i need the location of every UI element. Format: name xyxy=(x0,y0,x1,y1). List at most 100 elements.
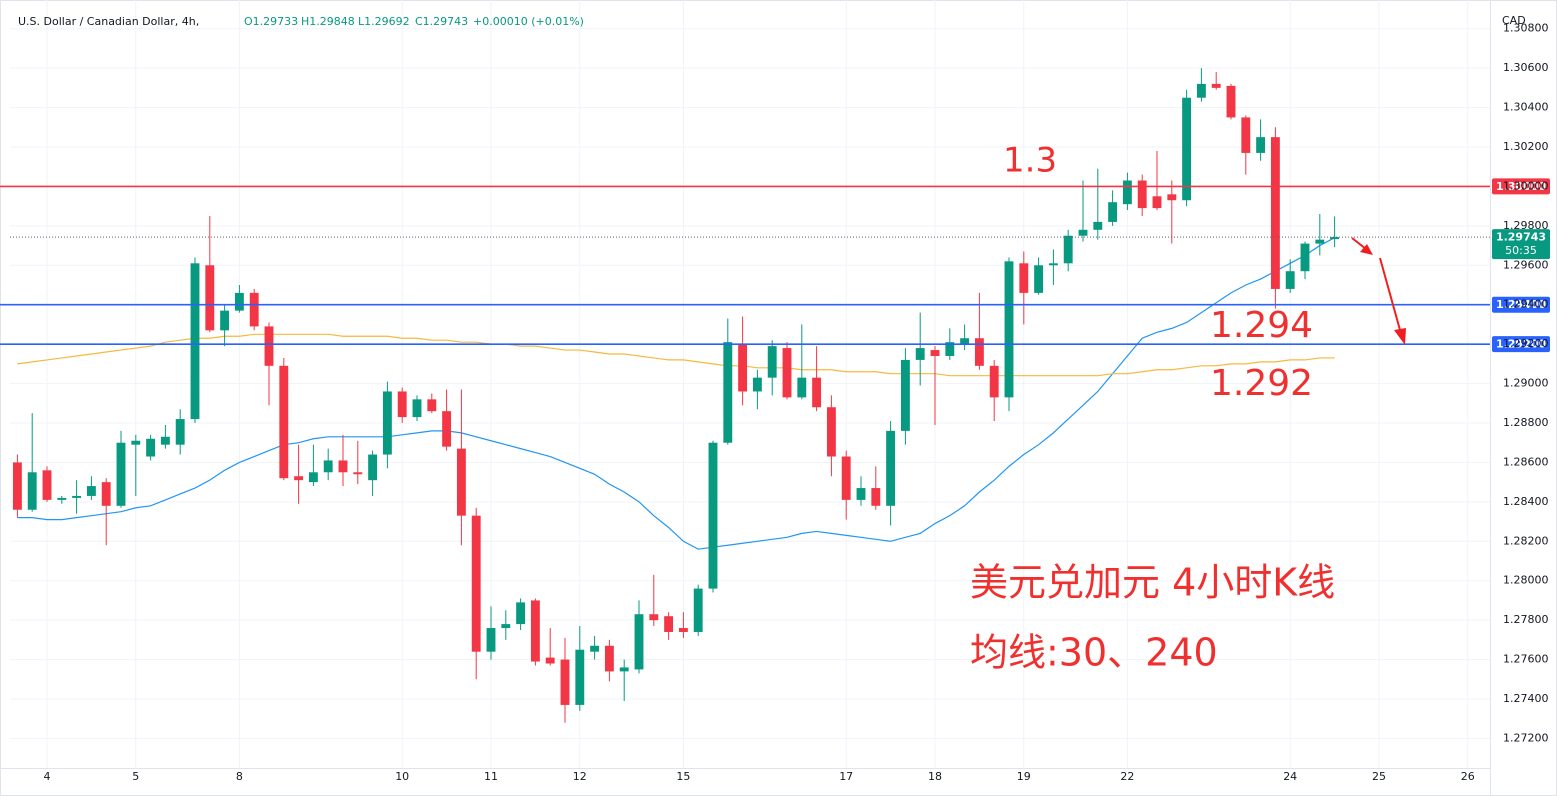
candle-body xyxy=(826,407,836,457)
level-tag-label: 1.29400 xyxy=(1496,298,1546,311)
candle-body xyxy=(634,614,644,670)
y-tick-label: 1.29600 xyxy=(1503,258,1549,271)
candle-body xyxy=(146,438,156,457)
candle-body xyxy=(249,292,259,327)
candle-body xyxy=(545,657,555,664)
candle-body xyxy=(501,624,511,629)
candle-body xyxy=(782,348,792,398)
candle-body xyxy=(1137,180,1147,209)
last-price-label: 1.29743 xyxy=(1496,231,1546,244)
candle-body xyxy=(856,488,866,500)
last-price-tag xyxy=(1492,229,1550,260)
arrow-long xyxy=(1379,257,1401,331)
level-tag-label: 1.29200 xyxy=(1496,338,1546,351)
y-tick-label: 1.30200 xyxy=(1503,140,1549,153)
x-tick-label: 12 xyxy=(573,770,587,783)
candle-body xyxy=(1211,83,1221,88)
candle-body xyxy=(945,342,955,356)
level-tag xyxy=(1492,178,1550,195)
moving-average xyxy=(17,237,1335,550)
y-tick-label: 1.29200 xyxy=(1503,337,1549,350)
candle-body xyxy=(886,430,896,506)
candle-body xyxy=(915,348,925,360)
y-tick-label: 1.28800 xyxy=(1503,416,1549,429)
annotation: 1.3 xyxy=(1003,141,1057,181)
candle-body xyxy=(205,265,215,331)
level-tag-label: 1.30000 xyxy=(1496,180,1546,193)
candle-body xyxy=(812,377,822,408)
y-tick-label: 1.30800 xyxy=(1503,22,1549,35)
symbol-title: U.S. Dollar / Canadian Dollar, 4h, xyxy=(18,15,199,28)
candle-body xyxy=(767,346,777,378)
ohlc-value: C1.29743 xyxy=(415,15,468,28)
candle-body xyxy=(27,472,37,510)
y-tick-label: 1.28000 xyxy=(1503,574,1549,587)
ohlc-value: O1.29733 xyxy=(244,15,298,28)
candle-body xyxy=(1196,83,1206,98)
candle-body xyxy=(930,350,940,356)
candle-body xyxy=(456,448,466,516)
candle-body xyxy=(131,440,141,445)
candle-body xyxy=(900,359,910,431)
x-tick-label: 8 xyxy=(236,770,243,783)
candle-body xyxy=(664,616,674,632)
x-tick-label: 10 xyxy=(395,770,409,783)
y-tick-label: 1.29400 xyxy=(1503,298,1549,311)
labels: 1.27200 1.27400 1.27600 1.27800 1.28000 1.282… xyxy=(18,14,1549,783)
candle-body xyxy=(871,488,881,506)
forecast-arrows xyxy=(1351,237,1406,345)
y-tick-label: 1.29000 xyxy=(1503,377,1549,390)
y-tick-label: 1.28200 xyxy=(1503,534,1549,547)
candle-body xyxy=(960,338,970,345)
x-tick-label: 18 xyxy=(928,770,942,783)
annotation: 均线:30、240 xyxy=(970,631,1218,675)
candle-body xyxy=(1226,85,1236,118)
candle-body xyxy=(590,645,600,652)
candle-body xyxy=(220,310,230,331)
annotation: 美元兑加元 4小时K线 xyxy=(970,561,1335,605)
y-tick-label: 1.27400 xyxy=(1503,692,1549,705)
moving-average xyxy=(17,333,1335,377)
candle-body xyxy=(160,436,170,445)
candle-body xyxy=(86,486,96,496)
candle-body xyxy=(368,454,378,481)
candle-body xyxy=(1285,271,1295,289)
y-tick-label: 1.30000 xyxy=(1503,179,1549,192)
x-tick-label: 19 xyxy=(1017,770,1031,783)
candle-body xyxy=(1330,237,1340,240)
arrow-head xyxy=(1394,328,1406,345)
ohlc-value: L1.29692 xyxy=(358,15,410,28)
candle-body xyxy=(471,515,481,652)
x-tick-label: 17 xyxy=(839,770,853,783)
arrow-head xyxy=(1360,244,1373,255)
candle-body xyxy=(1019,263,1029,293)
candle-body xyxy=(338,460,348,473)
candle-body xyxy=(619,667,629,672)
annotation: 1.294 xyxy=(1210,305,1313,346)
candle-body xyxy=(974,338,984,366)
candle-body xyxy=(412,399,422,418)
x-tick-label: 5 xyxy=(132,770,139,783)
candle-body xyxy=(1122,180,1132,205)
candle-body xyxy=(1182,97,1192,201)
candle-body xyxy=(989,365,999,398)
candle-body xyxy=(708,442,718,589)
x-tick-label: 22 xyxy=(1120,770,1134,783)
ohlc-value: H1.29848 xyxy=(301,15,355,28)
candle-body xyxy=(264,326,274,366)
candle-body xyxy=(649,614,659,621)
currency: CAD xyxy=(1502,14,1526,27)
x-tick-label: 15 xyxy=(676,770,690,783)
candle-body xyxy=(190,263,200,420)
candle-body xyxy=(1300,243,1310,272)
candle-body xyxy=(101,482,111,506)
candle-body xyxy=(1048,263,1058,266)
candle-body xyxy=(353,472,363,475)
x-tick-label: 25 xyxy=(1372,770,1386,783)
candle-body xyxy=(279,365,289,479)
ohlc-value: +0.00010 (+0.01%) xyxy=(473,15,584,28)
y-tick-label: 1.28400 xyxy=(1503,495,1549,508)
candle-body xyxy=(397,391,407,418)
